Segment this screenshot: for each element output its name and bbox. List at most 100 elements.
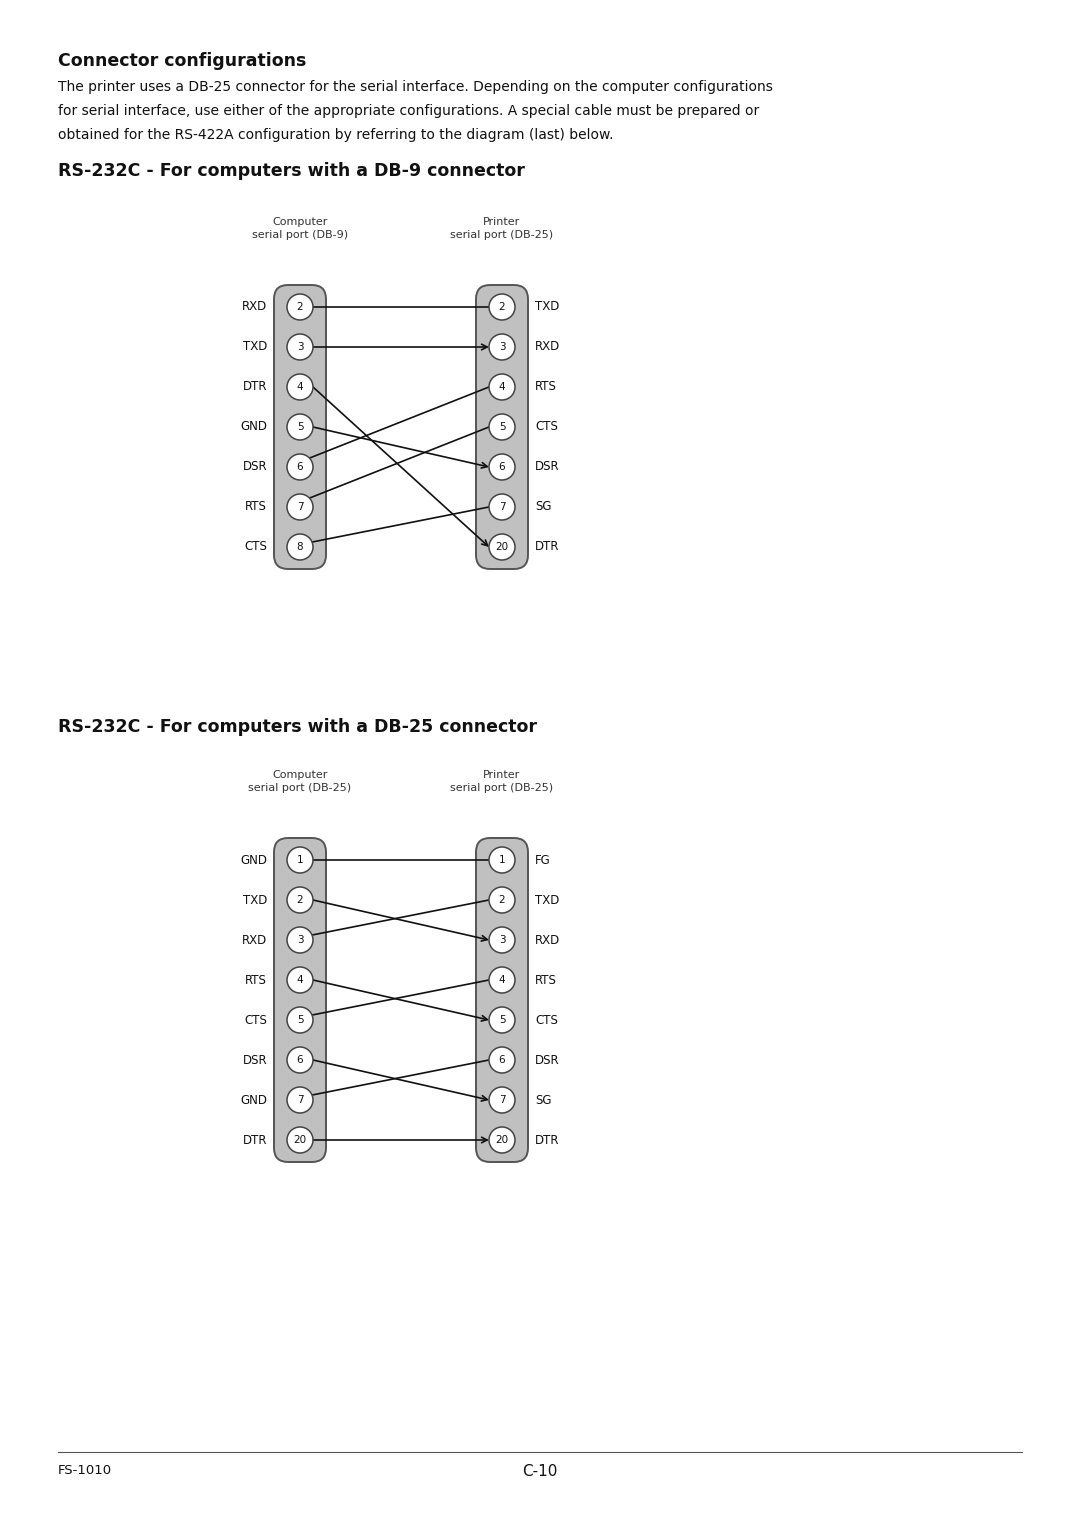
Text: 7: 7 bbox=[499, 503, 505, 512]
Text: FS-1010: FS-1010 bbox=[58, 1464, 112, 1478]
Text: 5: 5 bbox=[499, 422, 505, 432]
Circle shape bbox=[287, 293, 313, 319]
Text: DSR: DSR bbox=[535, 460, 559, 474]
Text: RS-232C - For computers with a DB-9 connector: RS-232C - For computers with a DB-9 conn… bbox=[58, 162, 525, 180]
Text: 5: 5 bbox=[297, 422, 303, 432]
Text: 5: 5 bbox=[297, 1015, 303, 1025]
Text: 4: 4 bbox=[297, 382, 303, 393]
Text: SG: SG bbox=[535, 501, 552, 513]
Text: DSR: DSR bbox=[535, 1053, 559, 1067]
Text: RXD: RXD bbox=[535, 341, 561, 353]
Text: GND: GND bbox=[240, 1094, 267, 1106]
FancyBboxPatch shape bbox=[274, 837, 326, 1161]
Text: 6: 6 bbox=[297, 461, 303, 472]
Text: 5: 5 bbox=[499, 1015, 505, 1025]
Text: DTR: DTR bbox=[535, 1134, 559, 1146]
Text: Printer
serial port (DB-25): Printer serial port (DB-25) bbox=[450, 770, 554, 793]
Text: RTS: RTS bbox=[245, 501, 267, 513]
Text: C-10: C-10 bbox=[523, 1464, 557, 1479]
Circle shape bbox=[287, 454, 313, 480]
Text: RTS: RTS bbox=[535, 973, 557, 987]
Text: DTR: DTR bbox=[535, 541, 559, 553]
Circle shape bbox=[287, 1128, 313, 1154]
Circle shape bbox=[287, 335, 313, 361]
Text: FG: FG bbox=[535, 854, 551, 866]
Text: 3: 3 bbox=[297, 935, 303, 944]
Text: DSR: DSR bbox=[242, 1053, 267, 1067]
FancyBboxPatch shape bbox=[476, 837, 528, 1161]
Text: CTS: CTS bbox=[535, 1013, 558, 1027]
Text: 3: 3 bbox=[499, 935, 505, 944]
Text: 6: 6 bbox=[499, 1054, 505, 1065]
Text: 7: 7 bbox=[297, 503, 303, 512]
Circle shape bbox=[287, 374, 313, 400]
Text: 2: 2 bbox=[297, 303, 303, 312]
Text: RXD: RXD bbox=[535, 934, 561, 946]
Text: 6: 6 bbox=[297, 1054, 303, 1065]
Text: 20: 20 bbox=[294, 1135, 307, 1144]
Text: 8: 8 bbox=[297, 542, 303, 552]
Circle shape bbox=[489, 1007, 515, 1033]
Circle shape bbox=[287, 1047, 313, 1073]
Text: DSR: DSR bbox=[242, 460, 267, 474]
FancyBboxPatch shape bbox=[274, 286, 326, 568]
Text: TXD: TXD bbox=[243, 894, 267, 906]
Circle shape bbox=[287, 967, 313, 993]
Circle shape bbox=[489, 335, 515, 361]
Circle shape bbox=[287, 1086, 313, 1112]
Text: RTS: RTS bbox=[245, 973, 267, 987]
Circle shape bbox=[489, 967, 515, 993]
Text: 3: 3 bbox=[297, 342, 303, 351]
Text: 7: 7 bbox=[297, 1096, 303, 1105]
Circle shape bbox=[489, 1047, 515, 1073]
Text: CTS: CTS bbox=[244, 541, 267, 553]
Text: 6: 6 bbox=[499, 461, 505, 472]
Circle shape bbox=[489, 1128, 515, 1154]
Circle shape bbox=[489, 1086, 515, 1112]
Text: GND: GND bbox=[240, 854, 267, 866]
Circle shape bbox=[489, 374, 515, 400]
Text: 20: 20 bbox=[496, 1135, 509, 1144]
Text: The printer uses a DB-25 connector for the serial interface. Depending on the co: The printer uses a DB-25 connector for t… bbox=[58, 79, 773, 95]
Text: RS-232C - For computers with a DB-25 connector: RS-232C - For computers with a DB-25 con… bbox=[58, 718, 537, 736]
Text: CTS: CTS bbox=[535, 420, 558, 434]
Circle shape bbox=[489, 927, 515, 953]
Text: 4: 4 bbox=[297, 975, 303, 986]
Text: Connector configurations: Connector configurations bbox=[58, 52, 307, 70]
Text: 7: 7 bbox=[499, 1096, 505, 1105]
Text: Computer
serial port (DB-25): Computer serial port (DB-25) bbox=[248, 770, 352, 793]
Circle shape bbox=[489, 454, 515, 480]
Circle shape bbox=[287, 927, 313, 953]
Text: 4: 4 bbox=[499, 382, 505, 393]
Text: DTR: DTR bbox=[243, 380, 267, 394]
Text: 1: 1 bbox=[297, 856, 303, 865]
Text: RXD: RXD bbox=[242, 934, 267, 946]
Text: CTS: CTS bbox=[244, 1013, 267, 1027]
Text: for serial interface, use either of the appropriate configurations. A special ca: for serial interface, use either of the … bbox=[58, 104, 759, 118]
Text: Printer
serial port (DB-25): Printer serial port (DB-25) bbox=[450, 217, 554, 240]
Circle shape bbox=[489, 293, 515, 319]
FancyBboxPatch shape bbox=[476, 286, 528, 568]
Circle shape bbox=[489, 494, 515, 520]
Circle shape bbox=[287, 414, 313, 440]
Circle shape bbox=[489, 847, 515, 872]
Circle shape bbox=[287, 494, 313, 520]
Text: TXD: TXD bbox=[535, 894, 559, 906]
Circle shape bbox=[287, 886, 313, 914]
Circle shape bbox=[287, 847, 313, 872]
Text: 1: 1 bbox=[499, 856, 505, 865]
Text: Computer
serial port (DB-9): Computer serial port (DB-9) bbox=[252, 217, 348, 240]
Text: RTS: RTS bbox=[535, 380, 557, 394]
Text: GND: GND bbox=[240, 420, 267, 434]
Text: SG: SG bbox=[535, 1094, 552, 1106]
Circle shape bbox=[287, 533, 313, 559]
Text: 2: 2 bbox=[297, 895, 303, 905]
Text: 3: 3 bbox=[499, 342, 505, 351]
Circle shape bbox=[489, 533, 515, 559]
Text: 2: 2 bbox=[499, 895, 505, 905]
Text: 20: 20 bbox=[496, 542, 509, 552]
Circle shape bbox=[489, 414, 515, 440]
Text: obtained for the RS-422A configuration by referring to the diagram (last) below.: obtained for the RS-422A configuration b… bbox=[58, 128, 613, 142]
Circle shape bbox=[287, 1007, 313, 1033]
Text: RXD: RXD bbox=[242, 301, 267, 313]
